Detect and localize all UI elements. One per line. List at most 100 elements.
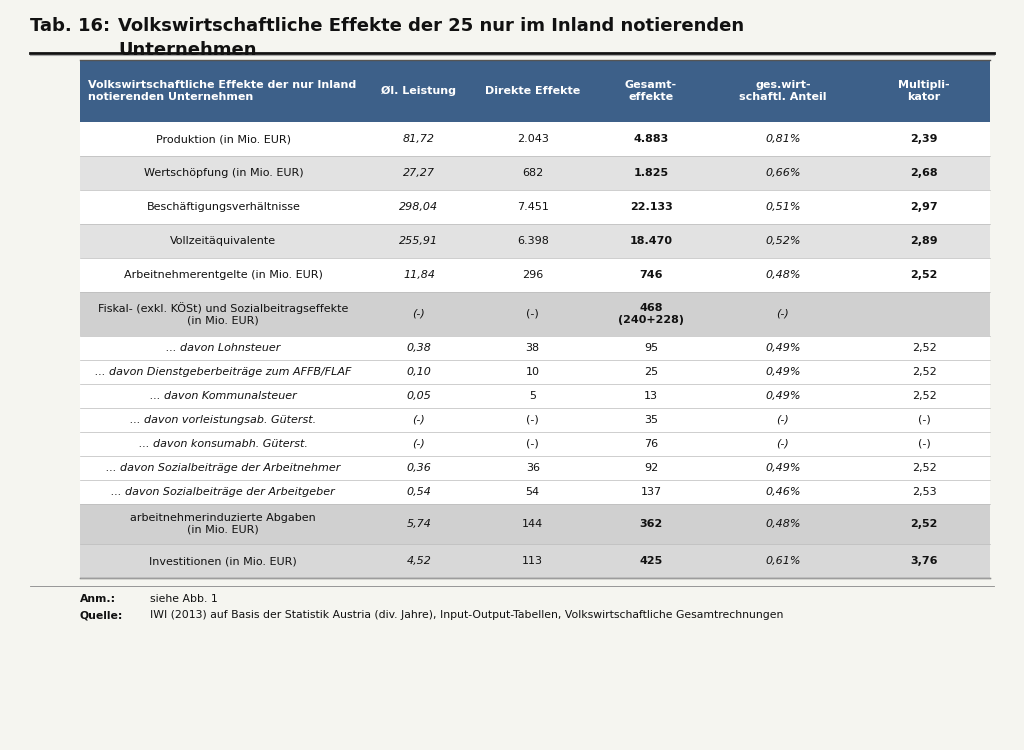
Text: 10: 10 xyxy=(525,367,540,377)
Text: 0,66%: 0,66% xyxy=(765,168,801,178)
Text: ... davon konsumabh. Güterst.: ... davon konsumabh. Güterst. xyxy=(139,439,308,449)
Bar xyxy=(80,336,990,360)
Text: (-): (-) xyxy=(526,415,539,425)
Text: Vollzeitäquivalente: Vollzeitäquivalente xyxy=(170,236,276,246)
Text: (-): (-) xyxy=(526,439,539,449)
Text: 54: 54 xyxy=(525,487,540,497)
Text: Øl. Leistung: Øl. Leistung xyxy=(382,86,457,96)
Text: 0,49%: 0,49% xyxy=(765,343,801,353)
Text: 2,52: 2,52 xyxy=(911,367,936,377)
Text: 2,53: 2,53 xyxy=(911,487,936,497)
Bar xyxy=(80,60,990,122)
Text: 11,84: 11,84 xyxy=(403,270,435,280)
Text: 25: 25 xyxy=(644,367,658,377)
Text: (-): (-) xyxy=(413,415,425,425)
Text: 81,72: 81,72 xyxy=(403,134,435,144)
Text: ... davon Lohnsteuer: ... davon Lohnsteuer xyxy=(166,343,281,353)
Text: IWI (2013) auf Basis der Statistik Austria (div. Jahre), Input-Output-Tabellen, : IWI (2013) auf Basis der Statistik Austr… xyxy=(150,610,783,620)
Text: 92: 92 xyxy=(644,463,658,473)
Text: 18.470: 18.470 xyxy=(630,236,673,246)
Text: 0,05: 0,05 xyxy=(407,391,431,401)
Text: Fiskal- (exkl. KÖSt) und Sozialbeitragseffekte
(in Mio. EUR): Fiskal- (exkl. KÖSt) und Sozialbeitragse… xyxy=(98,302,348,326)
Text: 1.825: 1.825 xyxy=(634,168,669,178)
Text: 0,48%: 0,48% xyxy=(765,519,801,529)
Text: 113: 113 xyxy=(522,556,543,566)
Text: ges.wirt-
schaftl. Anteil: ges.wirt- schaftl. Anteil xyxy=(739,80,826,102)
Bar xyxy=(80,122,990,156)
Text: (-): (-) xyxy=(918,415,931,425)
Text: 3,76: 3,76 xyxy=(910,556,938,566)
Text: 682: 682 xyxy=(522,168,544,178)
Text: 298,04: 298,04 xyxy=(399,202,438,212)
Text: 746: 746 xyxy=(639,270,663,280)
Text: 2,52: 2,52 xyxy=(911,463,936,473)
Text: Arbeitnehmerentgelte (in Mio. EUR): Arbeitnehmerentgelte (in Mio. EUR) xyxy=(124,270,323,280)
Text: 0,81%: 0,81% xyxy=(765,134,801,144)
Text: (-): (-) xyxy=(526,309,539,319)
Bar xyxy=(80,360,990,384)
Text: 362: 362 xyxy=(639,519,663,529)
Text: 2.043: 2.043 xyxy=(517,134,549,144)
Text: 2,68: 2,68 xyxy=(910,168,938,178)
Bar xyxy=(80,190,990,224)
Text: Direkte Effekte: Direkte Effekte xyxy=(485,86,581,96)
Bar xyxy=(80,384,990,408)
Text: siehe Abb. 1: siehe Abb. 1 xyxy=(150,594,218,604)
Text: (-): (-) xyxy=(776,415,790,425)
Text: 0,46%: 0,46% xyxy=(765,487,801,497)
Text: (-): (-) xyxy=(413,309,425,319)
Text: (-): (-) xyxy=(413,439,425,449)
Text: 255,91: 255,91 xyxy=(399,236,438,246)
Text: 22.133: 22.133 xyxy=(630,202,673,212)
Text: Volkswirtschaftliche Effekte der 25 nur im Inland notierenden
Unternehmen: Volkswirtschaftliche Effekte der 25 nur … xyxy=(118,17,744,58)
Bar xyxy=(80,224,990,258)
Text: Volkswirtschaftliche Effekte der nur Inland
notierenden Unternehmen: Volkswirtschaftliche Effekte der nur Inl… xyxy=(88,80,356,102)
Bar xyxy=(80,258,990,292)
Text: Tab. 16:: Tab. 16: xyxy=(30,17,111,35)
Text: 0,49%: 0,49% xyxy=(765,463,801,473)
Text: 2,89: 2,89 xyxy=(910,236,938,246)
Text: 5,74: 5,74 xyxy=(407,519,431,529)
Text: Produktion (in Mio. EUR): Produktion (in Mio. EUR) xyxy=(156,134,291,144)
Text: 4.883: 4.883 xyxy=(634,134,669,144)
Text: 0,10: 0,10 xyxy=(407,367,431,377)
Text: 6.398: 6.398 xyxy=(517,236,549,246)
Bar xyxy=(80,292,990,336)
Text: 35: 35 xyxy=(644,415,658,425)
Text: 2,97: 2,97 xyxy=(910,202,938,212)
Text: Anm.:: Anm.: xyxy=(80,594,116,604)
Text: 0,36: 0,36 xyxy=(407,463,431,473)
Text: 0,38: 0,38 xyxy=(407,343,431,353)
Text: (-): (-) xyxy=(776,309,790,319)
Text: 36: 36 xyxy=(525,463,540,473)
Text: 13: 13 xyxy=(644,391,658,401)
Text: 0,61%: 0,61% xyxy=(765,556,801,566)
Text: (-): (-) xyxy=(776,439,790,449)
Bar xyxy=(80,156,990,190)
Text: 296: 296 xyxy=(522,270,544,280)
Text: 0,51%: 0,51% xyxy=(765,202,801,212)
Text: 468
(240+228): 468 (240+228) xyxy=(618,303,684,325)
Text: 0,52%: 0,52% xyxy=(765,236,801,246)
Text: 95: 95 xyxy=(644,343,658,353)
Text: 0,54: 0,54 xyxy=(407,487,431,497)
Text: ... davon Sozialbeiträge der Arbeitgeber: ... davon Sozialbeiträge der Arbeitgeber xyxy=(112,487,335,497)
Text: Multipli-
kator: Multipli- kator xyxy=(898,80,950,102)
Text: ... davon Dienstgeberbeiträge zum AFFB/FLAF: ... davon Dienstgeberbeiträge zum AFFB/F… xyxy=(95,367,351,377)
Text: 0,49%: 0,49% xyxy=(765,367,801,377)
Text: arbeitnehmerinduzierte Abgaben
(in Mio. EUR): arbeitnehmerinduzierte Abgaben (in Mio. … xyxy=(130,513,316,535)
Text: 7.451: 7.451 xyxy=(517,202,549,212)
Text: 425: 425 xyxy=(639,556,663,566)
Text: ... davon Kommunalsteuer: ... davon Kommunalsteuer xyxy=(150,391,297,401)
Text: ... davon Sozialbeiträge der Arbeitnehmer: ... davon Sozialbeiträge der Arbeitnehme… xyxy=(106,463,341,473)
Text: (-): (-) xyxy=(918,439,931,449)
Text: Gesamt-
effekte: Gesamt- effekte xyxy=(625,80,677,102)
Text: 2,52: 2,52 xyxy=(911,343,936,353)
Text: 38: 38 xyxy=(525,343,540,353)
Text: 2,52: 2,52 xyxy=(911,391,936,401)
Text: 2,39: 2,39 xyxy=(910,134,938,144)
Text: 0,49%: 0,49% xyxy=(765,391,801,401)
Text: 137: 137 xyxy=(640,487,662,497)
Text: Wertschöpfung (in Mio. EUR): Wertschöpfung (in Mio. EUR) xyxy=(143,168,303,178)
Bar xyxy=(80,432,990,456)
